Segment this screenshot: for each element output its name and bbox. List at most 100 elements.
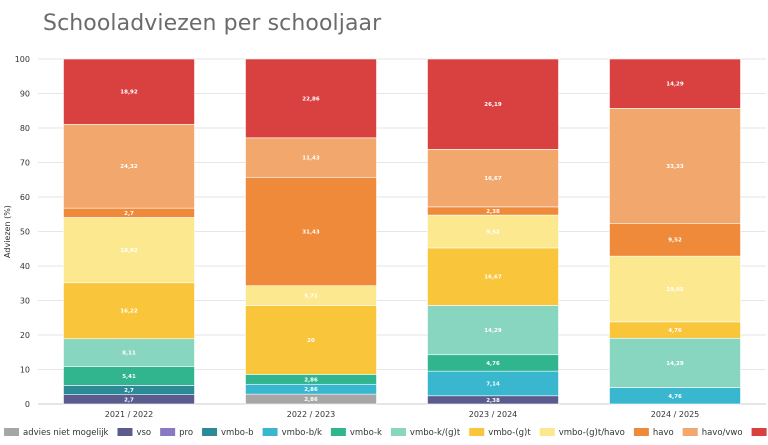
- legend-label: vmbo-k/(g)t: [410, 428, 461, 438]
- legend-label: vmbo-b: [221, 428, 254, 438]
- bar-segment[interactable]: [427, 305, 559, 356]
- bar-segment[interactable]: [609, 255, 741, 323]
- legend-swatch: [202, 428, 218, 436]
- legend-label: advies niet mogelijk: [23, 428, 109, 438]
- legend-swatch: [117, 428, 133, 436]
- legend-label: vmbo-b/k: [282, 428, 322, 438]
- data-label: 14,29: [666, 82, 684, 88]
- data-label: 24,32: [120, 164, 138, 170]
- bar-segment[interactable]: [63, 58, 195, 125]
- legend-item[interactable]: havo: [633, 428, 674, 438]
- legend-swatch: [262, 428, 278, 436]
- legend-item[interactable]: vmbo-(g)t: [469, 428, 531, 438]
- y-tick-label: 70: [20, 159, 30, 168]
- legend-item[interactable]: vmbo-k: [330, 428, 382, 438]
- bars: 2,7 2,7 5,41 8,11 16,22 18,92 2,7 24,32 18,92 2,8…: [63, 58, 741, 405]
- y-axis: 0 10 20 30 40 50 60 70 80 90 100: [15, 55, 30, 409]
- x-tick-label: 2021 / 2022: [105, 410, 154, 419]
- x-axis: 2021 / 2022 2022 / 2023 2023 / 2024 2024 / …: [105, 410, 700, 419]
- bar-segment[interactable]: [427, 58, 559, 150]
- data-label: 5,41: [122, 374, 136, 380]
- data-label: 14,29: [484, 328, 502, 334]
- y-axis-label: Adviezen (%): [3, 205, 12, 258]
- data-label: 2,86: [304, 387, 318, 393]
- data-label: 22,86: [302, 96, 320, 102]
- data-label: 14,29: [666, 361, 684, 367]
- legend-swatch: [539, 428, 555, 436]
- y-tick-label: 40: [20, 262, 30, 271]
- legend-label: pro: [179, 428, 193, 438]
- data-label: 16,67: [484, 275, 502, 281]
- data-label: 20: [307, 338, 315, 344]
- bar-segment[interactable]: [609, 58, 741, 109]
- y-tick-label: 100: [15, 55, 30, 64]
- bar-segment[interactable]: [245, 305, 377, 375]
- legend-swatch: [469, 428, 485, 436]
- bar-stack[interactable]: 2,38 7,14 4,76 14,29 16,67 9,52 2,38 16,67 26,19: [427, 58, 559, 405]
- bar-segment[interactable]: [609, 337, 741, 388]
- data-label: 9,52: [486, 230, 500, 236]
- legend-label: vso: [136, 428, 151, 438]
- bar-segment[interactable]: [427, 149, 559, 208]
- legend-item[interactable]: vmbo-b: [202, 428, 254, 438]
- legend-item[interactable]: vso: [117, 428, 151, 438]
- data-label: 2,7: [124, 211, 134, 217]
- bar-segment[interactable]: [63, 123, 195, 209]
- y-tick-label: 60: [20, 193, 30, 202]
- legend-swatch: [330, 428, 346, 436]
- data-label: 8,11: [122, 351, 136, 357]
- bar-stack[interactable]: 4,76 14,29 4,76 19,05 9,52 33,33 14,29: [609, 58, 741, 405]
- data-label: 2,38: [486, 398, 500, 404]
- y-tick-label: 50: [20, 228, 30, 237]
- bar-segment[interactable]: [609, 108, 741, 224]
- legend-item[interactable]: vwo: [751, 428, 768, 438]
- legend-swatch: [633, 428, 649, 436]
- legend-item[interactable]: havo/vwo: [682, 428, 743, 438]
- data-label: 2,7: [124, 397, 134, 403]
- data-label: 33,33: [666, 164, 684, 170]
- bar-segment[interactable]: [63, 282, 195, 340]
- bar-segment[interactable]: [609, 222, 741, 257]
- data-label: 16,22: [120, 309, 138, 315]
- legend-item[interactable]: pro: [160, 428, 193, 438]
- data-label: 7,14: [486, 381, 500, 387]
- legend-item[interactable]: vmbo-k/(g)t: [390, 428, 461, 438]
- data-label: 2,38: [486, 209, 500, 215]
- bar-segment[interactable]: [427, 214, 559, 249]
- legend-item[interactable]: vmbo-b/k: [262, 428, 322, 438]
- data-label: 18,92: [120, 90, 138, 96]
- legend-label: vmbo-(g)t: [488, 428, 531, 438]
- data-label: 11,43: [302, 156, 320, 162]
- legend-item[interactable]: advies niet mogelijk: [4, 428, 109, 438]
- y-tick-label: 0: [25, 400, 30, 409]
- data-label: 31,43: [302, 229, 320, 235]
- data-label: 4,76: [668, 394, 682, 400]
- data-label: 16,67: [484, 176, 502, 182]
- data-label: 4,76: [668, 328, 682, 334]
- data-label: 26,19: [484, 102, 502, 108]
- data-label: 5,71: [304, 294, 318, 300]
- data-label: 4,76: [486, 361, 500, 367]
- legend-label: vmbo-(g)t/havo: [559, 428, 625, 438]
- bar-stack[interactable]: 2,7 2,7 5,41 8,11 16,22 18,92 2,7 24,32 18,92: [63, 58, 195, 405]
- bar-segment[interactable]: [427, 247, 559, 306]
- x-tick-label: 2022 / 2023: [287, 410, 336, 419]
- chart-title: Schooladviezen per schooljaar: [43, 11, 382, 36]
- data-label: 18,92: [120, 248, 138, 254]
- legend-item[interactable]: vmbo-(g)t/havo: [539, 428, 625, 438]
- legend-label: vmbo-k: [350, 428, 382, 438]
- data-label: 2,86: [304, 397, 318, 403]
- bar-stack[interactable]: 2,86 2,86 2,86 20 5,71 31,43 11,43 22,86: [245, 58, 377, 405]
- bar-segment[interactable]: [245, 58, 377, 139]
- x-tick-label: 2023 / 2024: [469, 410, 518, 419]
- bar-segment[interactable]: [427, 370, 559, 397]
- bar-segment[interactable]: [245, 176, 377, 286]
- data-label: 19,05: [666, 287, 684, 293]
- legend-swatch: [160, 428, 176, 436]
- x-tick-label: 2024 / 2025: [651, 410, 700, 419]
- legend-swatch: [390, 428, 406, 436]
- y-tick-label: 90: [20, 90, 30, 99]
- legend-swatch: [751, 428, 767, 436]
- bar-segment[interactable]: [63, 217, 195, 284]
